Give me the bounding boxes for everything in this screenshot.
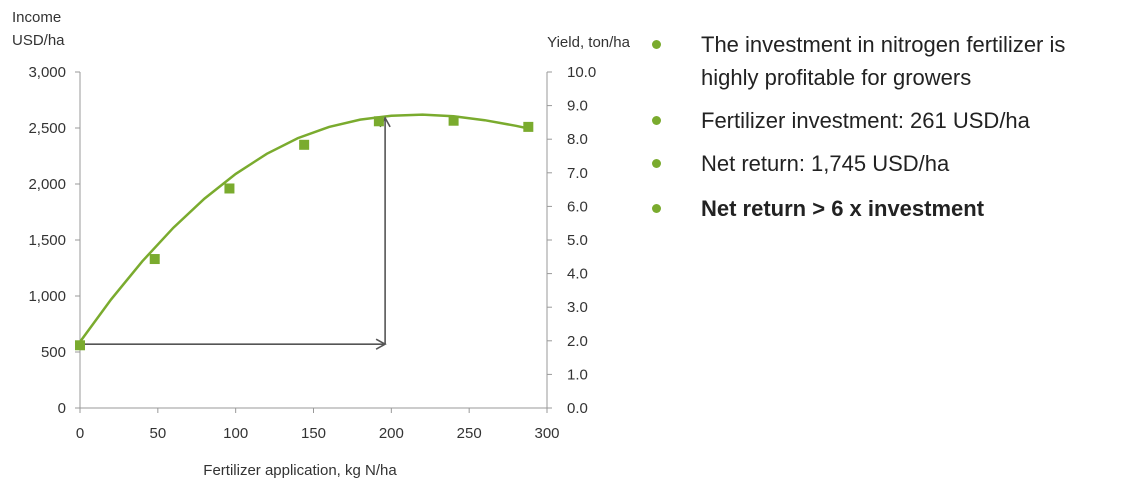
bullet-list: The investment in nitrogen fertilizer is… (645, 28, 1115, 235)
axes (75, 71, 552, 413)
y-left-tick-label: 500 (41, 344, 66, 361)
bullet-text: The investment in nitrogen fertilizer is… (701, 32, 1066, 90)
data-point (224, 183, 235, 194)
bullet-dot-icon (652, 40, 661, 49)
y-left-tick-label: 1,500 (28, 232, 66, 249)
bullet-text: Net return > 6 x investment (701, 196, 985, 221)
bullet-item: The investment in nitrogen fertilizer is… (645, 28, 1115, 94)
data-point (373, 116, 384, 127)
arrows (80, 116, 391, 350)
bullet-item: Fertilizer investment: 261 USD/ha (645, 104, 1115, 137)
y-left-tick-label: 1,000 (28, 288, 66, 305)
bullet-dot-icon (652, 204, 661, 213)
y-right-tick-label: 5.0 (567, 232, 588, 249)
y-right-tick-label: 4.0 (567, 266, 588, 283)
y-right-tick-label: 2.0 (567, 333, 588, 350)
x-tick-label: 150 (301, 425, 326, 442)
x-tick-label: 50 (149, 425, 166, 442)
y-left-tick-label: 2,500 (28, 120, 66, 137)
y-right-axis-label: Yield, ton/ha (547, 34, 630, 51)
data-point (448, 115, 459, 126)
y-right-tick-label: 1.0 (567, 366, 588, 383)
y-right-tick-label: 7.0 (567, 165, 588, 182)
data-point (299, 139, 310, 150)
x-tick-label: 0 (76, 425, 84, 442)
y-left-tick-labels: 0 500 1,000 1,500 2,000 2,500 3,000 (28, 64, 66, 417)
y-right-tick-label: 10.0 (567, 64, 596, 81)
y-left-axis-label-line1: Income (12, 9, 61, 26)
data-point (75, 340, 85, 351)
y-right-tick-labels: 0.0 1.0 2.0 3.0 4.0 5.0 6.0 7.0 8.0 9.0 10.0 (567, 64, 596, 417)
data-point (523, 121, 534, 132)
bullet-dot-icon (652, 116, 661, 125)
bullet-text: Fertilizer investment: 261 USD/ha (701, 108, 1030, 133)
x-tick-label: 100 (223, 425, 248, 442)
y-left-tick-label: 3,000 (28, 64, 66, 81)
x-tick-label: 250 (457, 425, 482, 442)
data-points (75, 115, 534, 351)
x-tick-labels: 0 50 100 150 200 250 300 (76, 425, 560, 442)
y-left-axis-label-line2: USD/ha (12, 32, 65, 49)
bullet-dot-icon (652, 159, 661, 168)
x-tick-label: 200 (379, 425, 404, 442)
y-right-tick-label: 8.0 (567, 131, 588, 148)
income-yield-chart: Income USD/ha Yield, ton/ha 0 50 100 150 200… (12, 9, 631, 479)
fit-curve (78, 113, 532, 343)
bullet-text: Net return: 1,745 USD/ha (701, 151, 950, 176)
bullet-item: Net return: 1,745 USD/ha (645, 147, 1115, 180)
x-tick-label: 300 (534, 425, 559, 442)
y-right-tick-label: 0.0 (567, 400, 588, 417)
x-axis-label: Fertilizer application, kg N/ha (203, 462, 397, 479)
y-right-tick-label: 3.0 (567, 299, 588, 316)
data-point (149, 254, 160, 265)
y-left-tick-label: 2,000 (28, 176, 66, 193)
bullet-item: Net return > 6 x investment (645, 192, 1115, 225)
y-left-tick-label: 0 (58, 400, 66, 417)
y-right-tick-label: 6.0 (567, 198, 588, 215)
y-right-tick-label: 9.0 (567, 98, 588, 115)
